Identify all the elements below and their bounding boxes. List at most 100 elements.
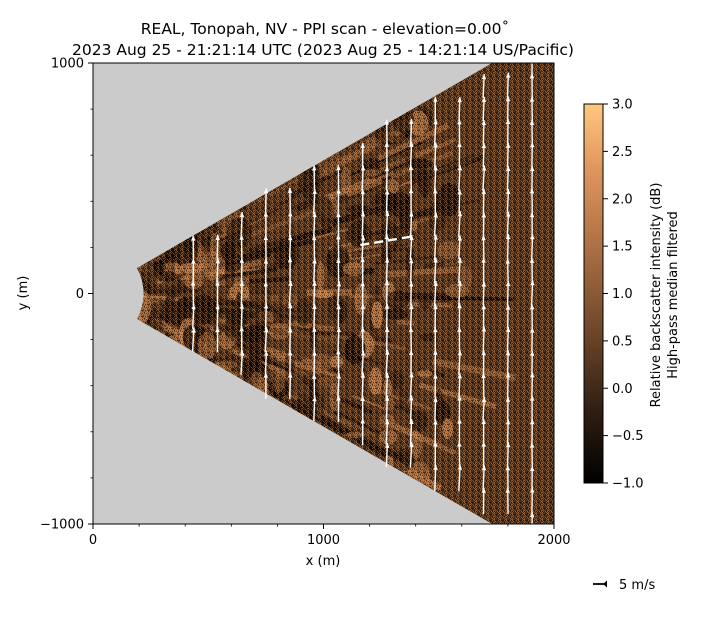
wind-vector [263, 188, 269, 215]
wind-vector-head [530, 487, 535, 493]
wind-vector [457, 189, 462, 214]
x-axis-label: x (m) [306, 554, 341, 569]
wind-vector-head [312, 258, 317, 264]
wind-vector [457, 119, 462, 145]
wind-vector-head [481, 143, 487, 149]
wind-vector-head [409, 395, 414, 401]
wind-vector [264, 327, 269, 353]
wind-vector [312, 303, 317, 330]
wind-vector [481, 74, 487, 99]
wind-vector-head [360, 189, 365, 195]
wind-vector [481, 326, 487, 353]
wind-vector-head [529, 442, 535, 448]
wind-vector [457, 350, 463, 376]
wind-vector [433, 373, 438, 398]
wind-vector [529, 119, 535, 145]
wind-vector [312, 211, 317, 237]
wind-vector [481, 143, 487, 168]
wind-vector [239, 212, 245, 237]
wind-vector-head [336, 234, 341, 240]
wind-vector-head [481, 96, 487, 103]
wind-vector-head [505, 72, 511, 78]
wind-vector-head [239, 350, 245, 356]
wind-vector [529, 466, 535, 490]
wind-vector [505, 396, 511, 421]
wind-vector [263, 303, 269, 330]
x-tick-label: 0 [89, 533, 97, 548]
wind-vector [360, 165, 366, 192]
wind-vector-head [529, 304, 535, 310]
wind-vector [481, 372, 486, 399]
wind-vector-head [433, 280, 438, 286]
wind-vector-head [360, 372, 366, 378]
wind-vector [505, 465, 511, 491]
colorbar-tick-label: 0.0 [612, 382, 633, 397]
wind-vector [457, 257, 463, 284]
wind-vector-head [239, 303, 245, 309]
wind-vector [239, 280, 245, 307]
wind-vector [433, 142, 438, 169]
wind-vector [360, 257, 365, 284]
wind-vector-head [481, 418, 486, 424]
wind-vector [385, 349, 390, 376]
wind-vector-head [239, 234, 244, 240]
wind-vector-head [191, 327, 196, 333]
wind-vector-field [190, 63, 535, 524]
wind-vector-head [433, 142, 438, 148]
wind-vector [529, 442, 535, 468]
wind-vector-head [312, 303, 317, 309]
wind-vector [505, 442, 511, 468]
wind-vector [505, 281, 511, 306]
wind-vector-head [457, 235, 463, 241]
wind-vector-head [336, 211, 341, 217]
wind-vector-head [433, 373, 438, 379]
wind-vector-head [505, 258, 510, 264]
wind-vector-head [360, 281, 365, 287]
wind-vector [360, 303, 366, 330]
wind-vector-head [385, 442, 390, 448]
wind-vector [457, 97, 462, 122]
wind-vector-head [433, 349, 438, 355]
wind-vector [409, 258, 414, 283]
wind-vector-head [360, 143, 365, 149]
wind-vector [505, 350, 511, 376]
wind-vector-head [529, 188, 535, 194]
wind-vector-head [409, 118, 414, 124]
wind-vector [433, 304, 438, 330]
wind-vector [191, 327, 196, 352]
wind-vector-head [505, 304, 511, 310]
x-axis: 0 1000 2000 [89, 524, 571, 548]
wind-vector [288, 372, 293, 399]
colorbar-label-line1: Relative backscatter intensity (dB) [649, 183, 664, 408]
wind-vector [191, 258, 196, 283]
wind-vector-head [529, 119, 535, 125]
wind-vector [288, 327, 293, 352]
wind-vector [336, 304, 341, 329]
colorbar-tick-label: −0.5 [612, 429, 644, 444]
wind-vector [311, 165, 317, 192]
wind-vector [287, 187, 293, 215]
wind-vector [384, 189, 390, 214]
scan-sector [136, 63, 554, 524]
y-tick-label: −1000 [40, 518, 84, 533]
wind-vector-head [457, 350, 463, 356]
wind-vector [529, 166, 535, 191]
wind-vector [530, 487, 535, 515]
wind-vector-head [529, 96, 535, 102]
wind-vector-head [530, 234, 535, 240]
wind-vector [312, 280, 317, 307]
wind-vector [360, 235, 366, 260]
wind-vector-head [336, 281, 342, 287]
wind-vector [529, 512, 535, 524]
wind-vector-head [311, 165, 317, 171]
wind-vector [457, 280, 463, 307]
wind-vector [191, 235, 196, 260]
wind-vector [529, 73, 535, 99]
colorbar-tick-label: −1.0 [612, 477, 644, 492]
wind-vector-head [239, 257, 245, 263]
wind-vector [263, 235, 268, 260]
wind-vector-head [433, 419, 438, 425]
x-tick-label: 1000 [307, 533, 340, 548]
colorbar-tick-label: 3.0 [612, 98, 633, 113]
